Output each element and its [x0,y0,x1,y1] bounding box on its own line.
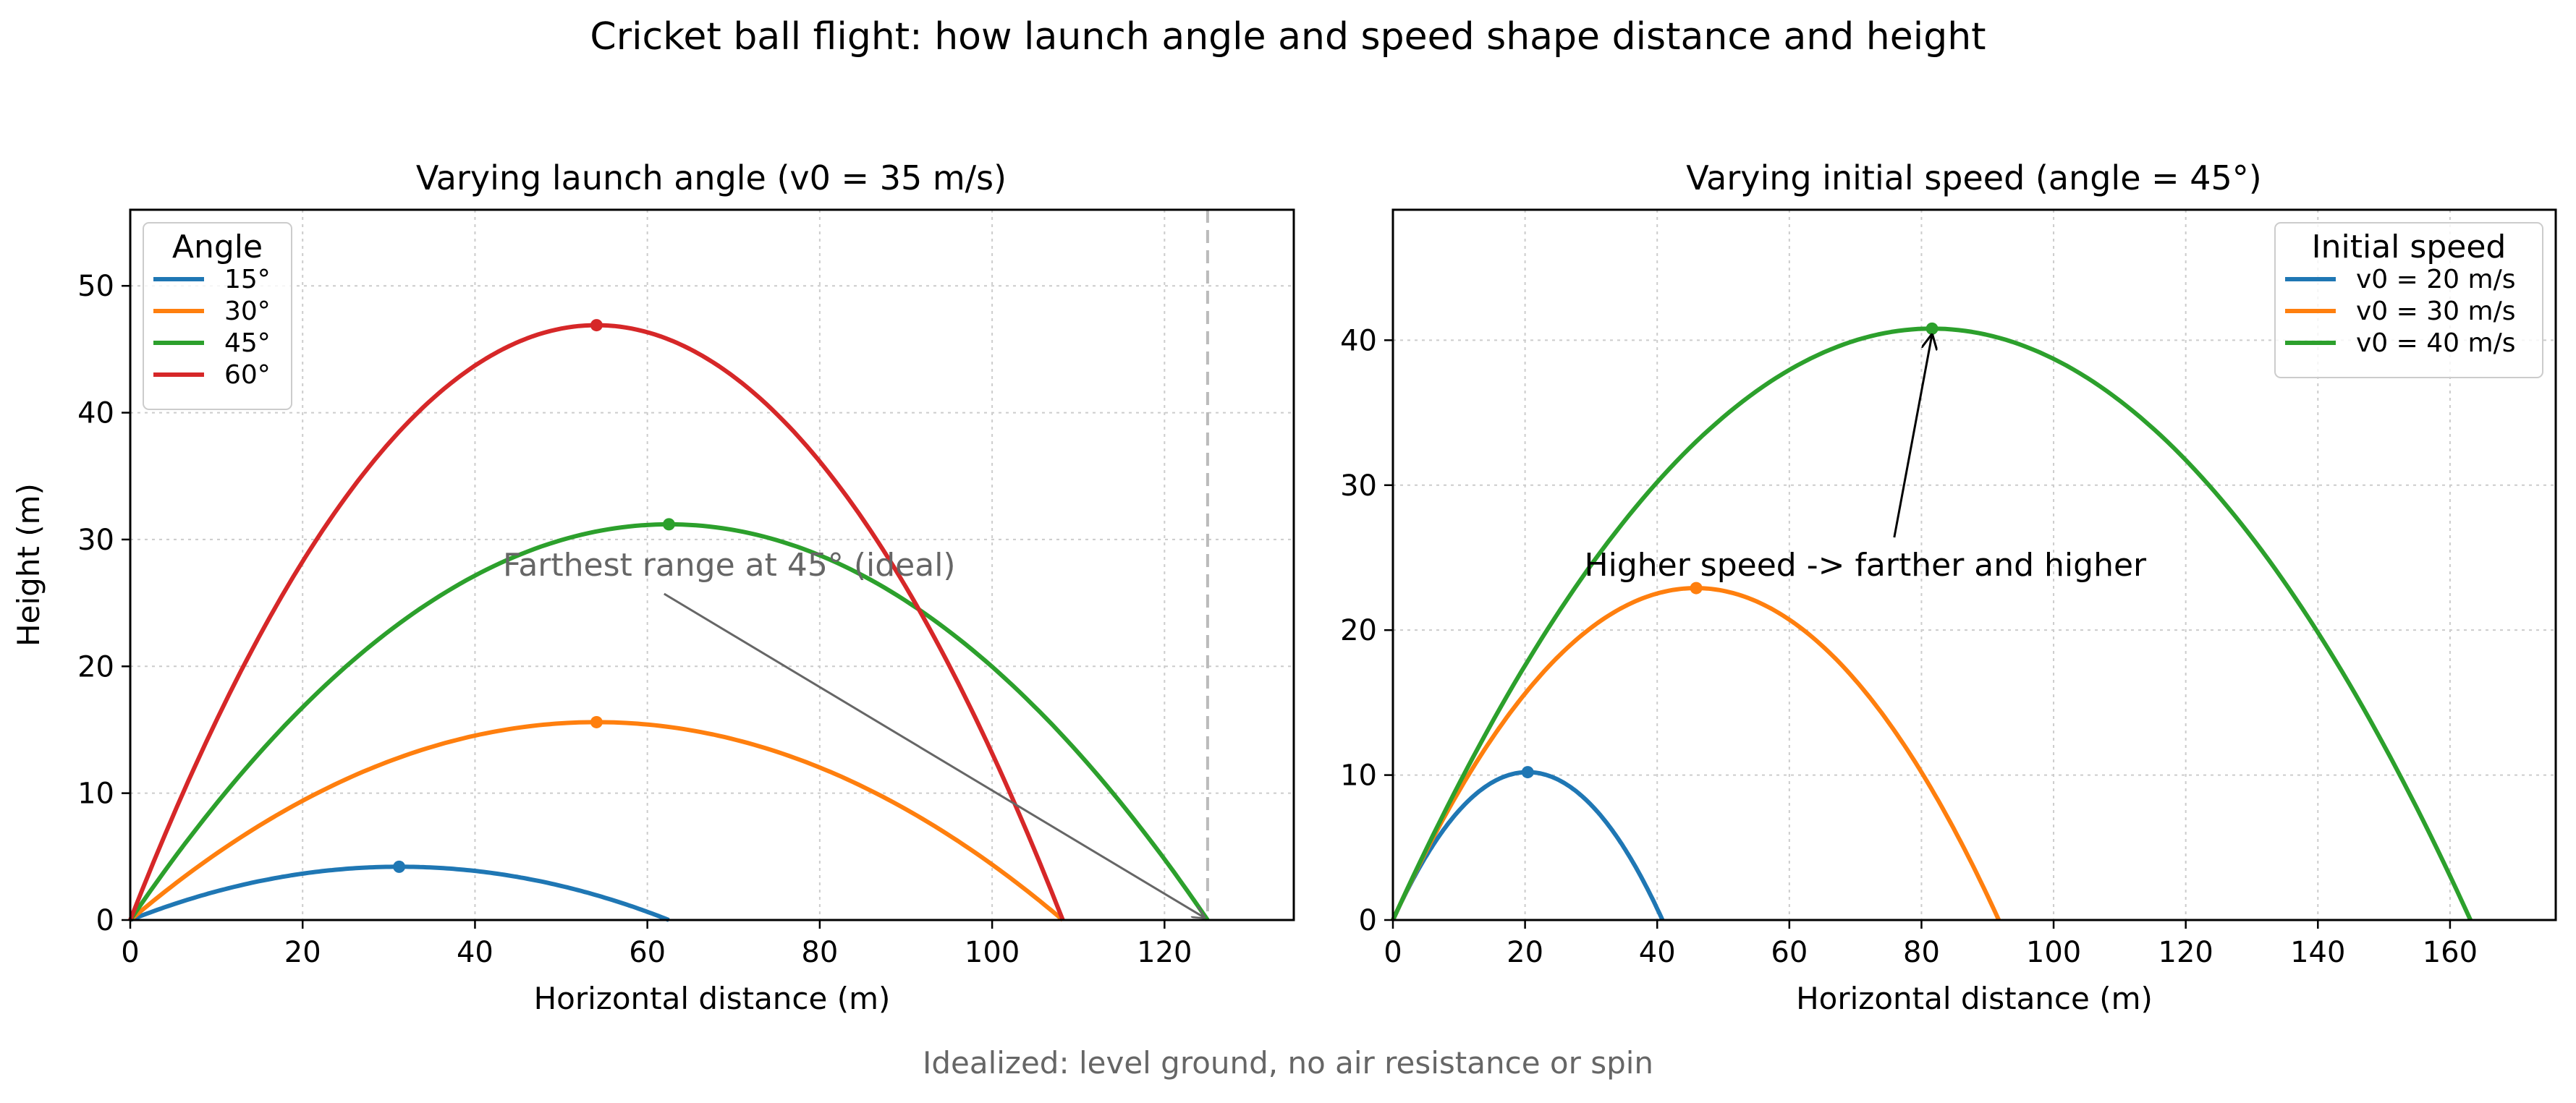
footer-note: Idealized: level ground, no air resistan… [923,1045,1653,1081]
angle-ticks: 0 20 40 60 80 100 120 0 10 20 30 40 50 [77,270,1192,969]
angle-annotation-arrow [664,592,1205,918]
angle-curve-1 [129,720,1064,922]
angle-legend-label-0: 15° [224,265,271,294]
speed-curve-0 [1391,770,1665,921]
speed-x-tick-label: 160 [2423,936,2478,969]
angle-x-tick-label: 80 [801,936,838,969]
angle-y-tick-label: 50 [77,270,114,303]
angle-y-tick-label: 20 [77,650,114,683]
speed-x-tick-label: 40 [1639,936,1676,969]
speed-legend-title: Initial speed [2312,229,2507,265]
angle-legend-title: Angle [172,229,263,265]
speed-curves [1391,326,2473,921]
speed-legend-box [2274,222,2543,378]
figure-title: Cricket ball flight: how launch angle an… [590,15,1986,59]
angle-y-axis-label: Height (m) [11,483,46,647]
speed-annotation-arrow [1893,334,1932,538]
angle-apex-point-3 [590,319,603,332]
speed-peaks [1521,322,1939,779]
speed-legend: Initial speed v0 = 20 m/s v0 = 30 m/sv0 =… [2274,222,2543,378]
speed-apex-point-1 [1690,582,1703,595]
speed-y-tick-label: 40 [1340,324,1377,357]
speed-x-axis-label: Horizontal distance (m) [1796,981,2153,1016]
angle-x-tick-label: 60 [629,936,666,969]
angle-panel-title: Varying launch angle (v0 = 35 m/s) [416,158,1007,197]
angle-peaks [393,319,675,873]
angle-x-tick-label: 0 [121,936,139,969]
speed-x-tick-label: 20 [1507,936,1543,969]
angle-axes-frame [129,208,1295,921]
angle-x-tick-label: 120 [1137,936,1192,969]
angle-annotation-text: Farthest range at 45° (ideal) [503,547,956,584]
angle-legend-label-1: 30° [224,297,271,326]
speed-x-tick-label: 140 [2290,936,2345,969]
angle-legend-label-3: 60° [224,360,271,390]
angle-x-tick-label: 20 [284,936,321,969]
speed-y-tick-label: 0 [1359,904,1377,937]
speed-apex-point-2 [1925,322,1939,335]
angle-y-tick-label: 0 [96,904,114,937]
speed-x-tick-label: 0 [1384,936,1402,969]
speed-x-tick-label: 60 [1771,936,1808,969]
angle-apex-point-2 [662,518,675,531]
angle-annotation-layer: Farthest range at 45° (ideal) [503,547,1205,918]
speed-curve-1 [1391,586,2001,921]
speed-panel-title: Varying initial speed (angle = 45°) [1686,158,2262,197]
speed-curve-2 [1391,326,2473,921]
speed-annotation-layer: Higher speed -> farther and higher [1585,334,2148,584]
speed-y-tick-label: 10 [1340,759,1377,793]
angle-x-axis-label: Horizontal distance (m) [534,981,891,1016]
angle-legend: Angle 15° 30°45°60° [143,222,292,410]
angle-legend-box [143,222,292,410]
speed-apex-point-0 [1521,766,1534,779]
angle-x-tick-label: 100 [965,936,1020,969]
speed-y-tick-label: 20 [1340,614,1377,647]
speed-legend-label-2: v0 = 40 m/s [2356,328,2515,358]
speed-y-tick-label: 30 [1340,469,1377,503]
speed-axes-frame [1391,208,2557,921]
angle-legend-label-2: 45° [224,328,271,358]
angle-curve-0 [129,864,670,922]
angle-panel: Varying launch angle (v0 = 35 m/s) Farth… [11,158,1295,1016]
angle-apex-point-1 [590,715,603,728]
speed-ticks: 0 20 40 60 80 100 120 140 160 0 10 20 30 40 [1340,324,2478,969]
speed-legend-label-1: v0 = 30 m/s [2356,297,2515,326]
angle-apex-point-0 [393,860,406,873]
speed-x-tick-label: 120 [2158,936,2213,969]
angle-y-tick-label: 30 [77,524,114,557]
angle-curves [128,323,1210,922]
angle-x-tick-label: 40 [457,936,493,969]
angle-curve-3 [128,323,1065,921]
speed-x-tick-label: 80 [1903,936,1940,969]
angle-y-tick-label: 40 [77,397,114,430]
speed-panel: Varying initial speed (angle = 45°) High… [1340,158,2557,1016]
speed-annotation-text: Higher speed -> farther and higher [1585,547,2148,584]
angle-y-tick-label: 10 [77,778,114,811]
speed-legend-label-0: v0 = 20 m/s [2356,265,2515,294]
speed-x-tick-label: 100 [2026,936,2081,969]
